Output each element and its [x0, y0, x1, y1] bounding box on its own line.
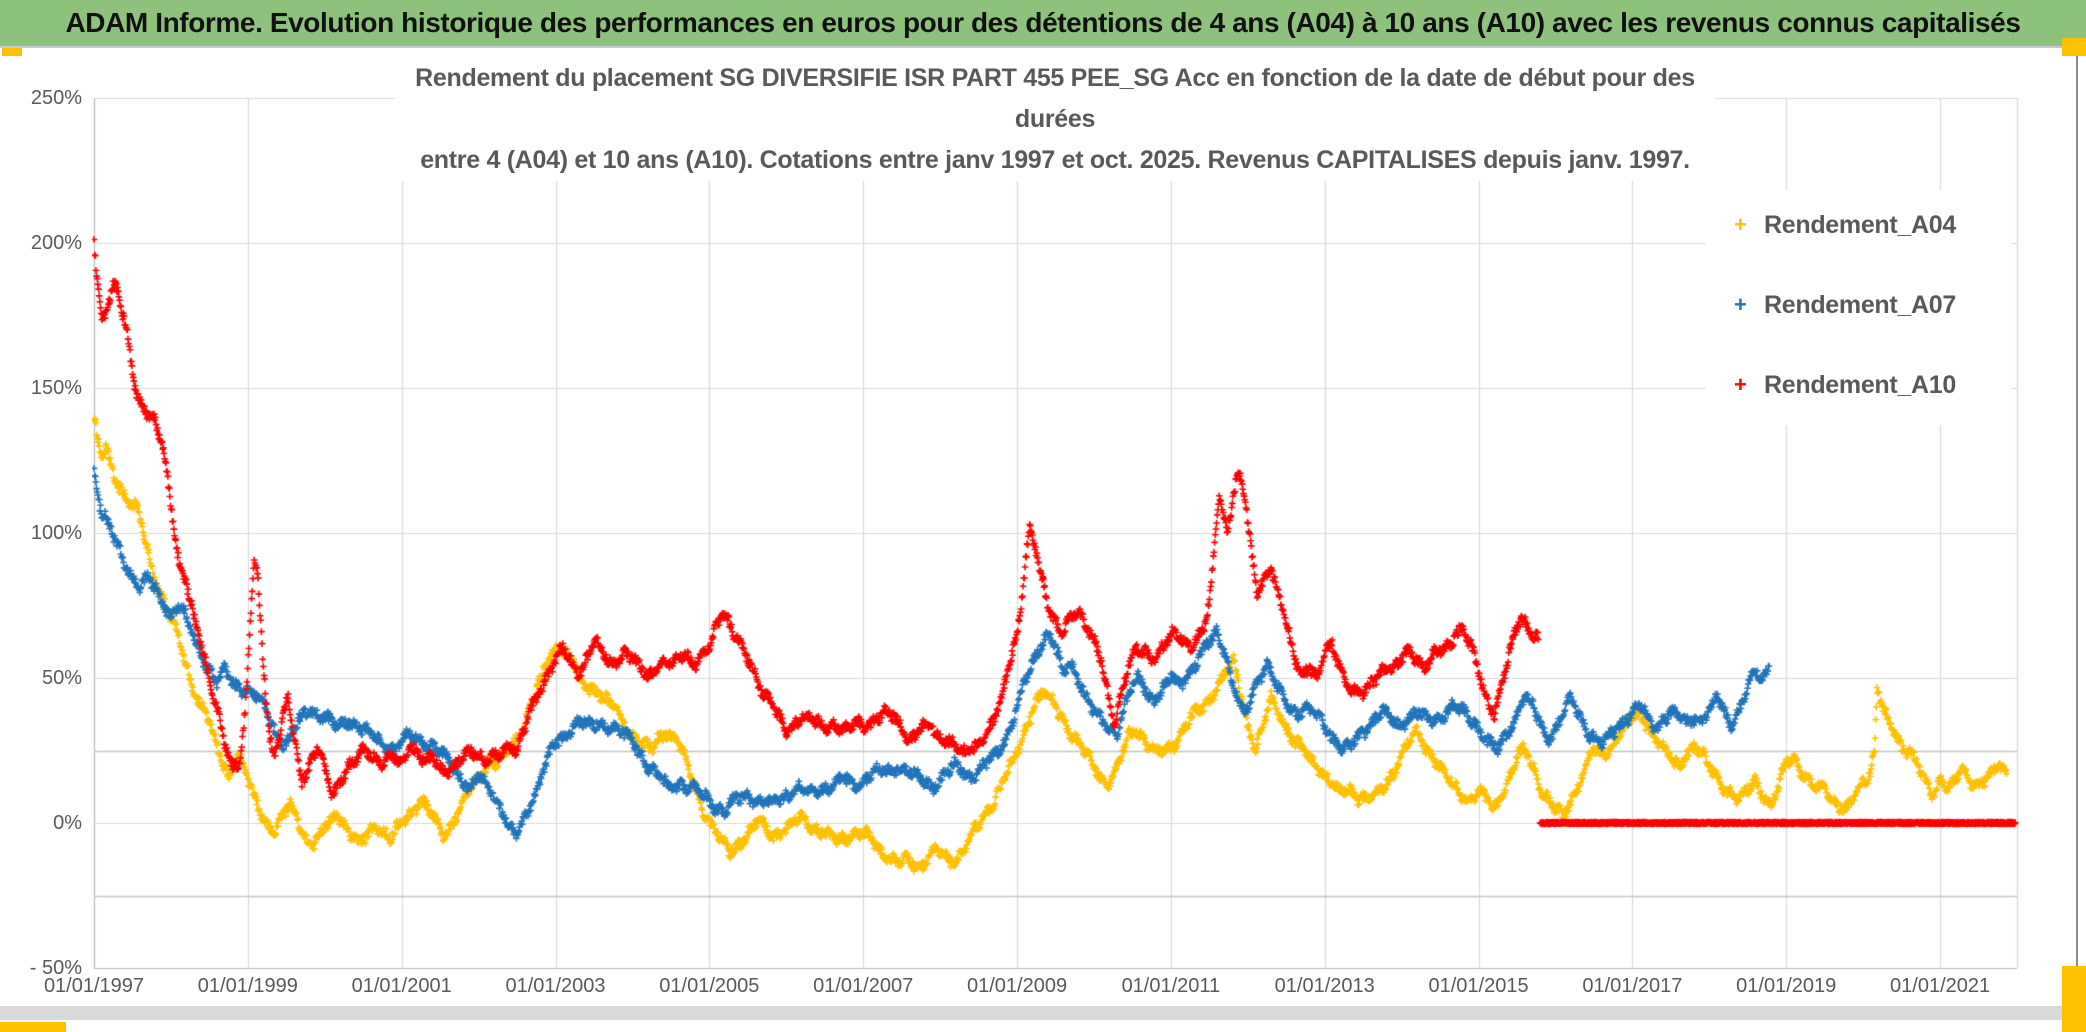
x-axis-tick-label: 01/01/2007 — [813, 975, 914, 997]
x-axis-tick-label: 01/01/2009 — [966, 975, 1068, 997]
legend-item-rendement-a04: + Rendement_A04 — [1734, 207, 1956, 243]
x-axis-tick-label: 01/01/2021 — [1890, 975, 1991, 997]
yellow-accent-top-left — [2, 48, 22, 56]
yellow-accent-bottom-right — [2062, 966, 2086, 1032]
x-axis-tick-label: 01/01/2015 — [1428, 975, 1529, 997]
chart-title-line1: Rendement du placement SG DIVERSIFIE ISR… — [415, 64, 1695, 133]
x-axis-tick-label: 01/01/2003 — [505, 975, 606, 997]
legend-item-rendement-a07: + Rendement_A07 — [1734, 287, 1956, 323]
x-axis-tick-label: 01/01/2013 — [1274, 975, 1375, 997]
y-axis-tick-label: 250% — [30, 87, 82, 109]
y-axis-tick-label: 100% — [30, 522, 82, 544]
x-axis-tick-label: 01/01/2011 — [1121, 975, 1221, 997]
chart-title: Rendement du placement SG DIVERSIFIE ISR… — [395, 58, 1715, 181]
y-axis-tick-label: 0% — [53, 812, 82, 834]
x-axis-tick-label: 01/01/1997 — [43, 975, 145, 997]
legend-label: Rendement_A10 — [1764, 370, 1956, 399]
x-axis-tick-label: 01/01/2019 — [1736, 975, 1837, 997]
plus-marker-icon: + — [1734, 292, 1747, 317]
y-axis-tick-label: 50% — [41, 667, 82, 689]
legend-item-rendement-a10: + Rendement_A10 — [1734, 367, 1956, 403]
legend: + Rendement_A04 + Rendement_A07 + Rendem… — [1706, 190, 2012, 425]
plus-marker-icon: + — [1734, 372, 1747, 397]
report-banner-title: ADAM Informe. Evolution historique des p… — [0, 0, 2086, 48]
legend-label: Rendement_A07 — [1764, 290, 1956, 319]
bottom-gray-strip — [0, 1006, 2078, 1020]
x-axis-tick-label: 01/01/2017 — [1582, 975, 1683, 997]
plus-marker-icon: + — [1734, 212, 1747, 237]
y-axis-tick-label: - 50% — [29, 957, 82, 979]
yellow-accent-top-right — [2062, 38, 2086, 56]
x-axis-tick-label: 01/01/1999 — [197, 975, 298, 997]
yellow-accent-bottom-left — [0, 1022, 66, 1032]
legend-label: Rendement_A04 — [1764, 210, 1956, 239]
chart-title-line2: entre 4 (A04) et 10 ans (A10). Cotations… — [420, 146, 1690, 174]
x-axis-tick-label: 01/01/2001 — [351, 975, 452, 997]
right-edge-divider — [2076, 47, 2078, 1005]
y-axis-tick-label: 150% — [30, 377, 82, 399]
x-axis-tick-label: 01/01/2005 — [659, 975, 760, 997]
y-axis-tick-label: 200% — [30, 232, 82, 254]
